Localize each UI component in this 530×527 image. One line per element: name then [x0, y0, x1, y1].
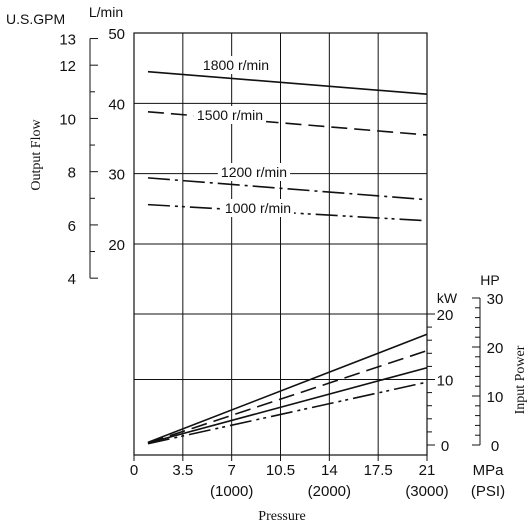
y-axis-title-flow: Output Flow [29, 119, 44, 191]
x-tick-label: 7 [227, 462, 235, 479]
flow-series-label: 1200 r/min [221, 164, 287, 180]
flow-series-line [147, 70, 428, 95]
x-tick-label: 3.5 [172, 462, 193, 479]
y-hp-tick-label: 20 [487, 340, 504, 357]
flow-series-line [147, 110, 428, 136]
power-series-line [147, 349, 428, 444]
series-lines [147, 70, 428, 445]
y-gpm-tick-label: 10 [59, 111, 76, 128]
power-series-line [147, 381, 428, 445]
series-label-bg [193, 106, 267, 124]
y-lmin-tick-label: 40 [108, 96, 125, 113]
y-gpm-tick-label: 6 [68, 218, 76, 235]
axes [89, 32, 481, 461]
y-kw-tick-label: 0 [441, 438, 449, 455]
y-lmin-tick-label: 30 [108, 167, 125, 184]
series-label-bg [199, 56, 273, 74]
x-tick-label: 17.5 [364, 462, 393, 479]
x-tick-label: 14 [321, 462, 338, 479]
flow-series-label: 1500 r/min [197, 107, 263, 123]
y-gpm-tick-label: 8 [68, 165, 76, 182]
power-series-line [147, 333, 428, 444]
flow-series-line [147, 177, 428, 201]
y-kw-tick-label: 20 [437, 307, 454, 324]
y-hp-tick-label: 0 [491, 438, 499, 455]
y-gpm-tick-label: 12 [59, 58, 76, 75]
y-gpm-tick-label: 13 [59, 32, 76, 49]
y-hp-tick-label: 30 [487, 291, 504, 308]
y-unit-gpm: U.S.GPM [6, 11, 65, 27]
y-gpm-tick-label: 4 [68, 271, 76, 288]
x-unit-psi: (PSI) [471, 483, 505, 500]
x-tick-label: 10.5 [266, 462, 295, 479]
y-unit-hp: HP [480, 272, 499, 288]
x-psi-tick-label: (3000) [405, 483, 448, 500]
x-psi-tick-label: (1000) [210, 483, 253, 500]
x-tick-label: 21 [419, 462, 436, 479]
y-lmin-tick-label: 50 [108, 26, 125, 43]
power-series-line [147, 366, 428, 444]
flow-series-label: 1800 r/min [203, 57, 269, 73]
y-kw-tick-label: 10 [437, 373, 454, 390]
y-axis-title-power: Input Power [513, 345, 528, 414]
y-hp-tick-label: 10 [487, 389, 504, 406]
labels: 0 3.5 7 10.5 14 17.5 21 (1000) (2000) (3000) MPa (P… [6, 4, 528, 524]
series-label-bg [221, 199, 295, 217]
x-tick-label: 0 [130, 462, 138, 479]
x-unit-mpa: MPa [473, 462, 505, 479]
y-lmin-tick-label: 20 [108, 237, 125, 254]
x-psi-tick-label: (2000) [308, 483, 351, 500]
series-label-bg [217, 163, 291, 181]
grid [134, 33, 427, 455]
x-axis-title: Pressure [258, 509, 305, 524]
y-unit-lmin: L/min [89, 4, 123, 20]
y-unit-kw: kW [437, 290, 458, 306]
flow-series-label: 1000 r/min [225, 200, 291, 216]
